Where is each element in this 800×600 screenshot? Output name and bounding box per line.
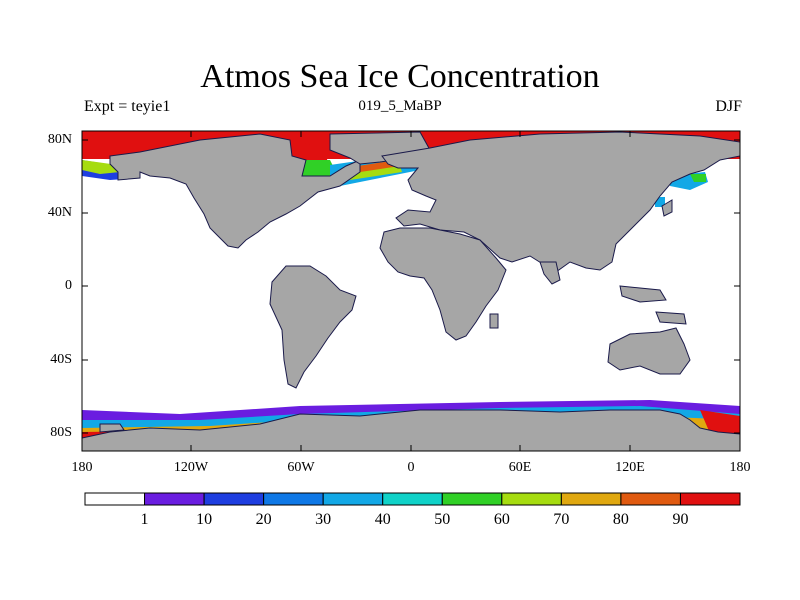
land-africa	[379, 227, 507, 341]
land-antarctica	[81, 409, 741, 452]
japan-sea-ice	[655, 197, 665, 207]
legend-swatch	[84, 492, 146, 506]
land-new-guinea	[655, 311, 687, 325]
land-antarctic-peninsula	[99, 423, 125, 433]
x-label-180e: 180	[729, 460, 751, 475]
x-label-0: 0	[407, 460, 415, 475]
legend-swatch	[382, 492, 443, 506]
land-north-america	[109, 133, 361, 249]
x-label-180w: 180	[71, 460, 93, 475]
legend-label: 50	[434, 511, 451, 528]
legend-swatch	[322, 492, 384, 506]
land-australia	[607, 327, 691, 375]
legend-label: 20	[255, 511, 272, 528]
y-label-80n: 80N	[47, 132, 72, 147]
legend-swatch	[560, 492, 622, 506]
land-japan	[661, 199, 673, 217]
axis-ticks	[82, 131, 740, 451]
legend-label: 30	[315, 511, 332, 528]
map-title: Atmos Sea Ice Concentration	[200, 58, 600, 95]
legend-label: 10	[196, 511, 213, 528]
land-south-america	[269, 265, 357, 389]
season-label: DJF	[715, 98, 742, 115]
legend-swatch	[679, 492, 741, 506]
legend-swatch	[263, 492, 324, 506]
legend-swatch	[203, 492, 265, 506]
y-label-0: 0	[65, 278, 72, 293]
x-label-60w: 60W	[287, 460, 315, 475]
land-india	[539, 261, 561, 285]
experiment-label: Expt = teyie1	[84, 98, 171, 115]
x-label-120e: 120E	[615, 460, 645, 475]
legend-label: 40	[374, 511, 391, 528]
north-pacific-ice-edge-inner	[82, 160, 120, 174]
legend-colorbar	[84, 492, 741, 506]
y-label-80s: 80S	[50, 425, 72, 440]
legend-swatch	[441, 492, 503, 506]
legend-swatch	[144, 492, 205, 506]
land-indonesia	[619, 285, 667, 303]
legend-label: 90	[672, 511, 689, 528]
x-label-60e: 60E	[508, 460, 532, 475]
legend-label: 80	[612, 511, 629, 528]
legend-label: 60	[493, 511, 510, 528]
okhotsk-ice-core	[690, 174, 706, 182]
y-label-40s: 40S	[50, 352, 72, 367]
legend-label: 1	[140, 511, 149, 528]
y-label-40n: 40N	[47, 205, 72, 220]
legend-swatch	[501, 492, 562, 506]
x-label-120w: 120W	[173, 460, 209, 475]
north-atlantic-ice-mid	[340, 166, 402, 180]
period-label: 019_5_MaBP	[358, 98, 442, 114]
legend-swatch	[620, 492, 681, 506]
land-madagascar	[489, 313, 499, 329]
legend-label: 70	[553, 511, 570, 528]
